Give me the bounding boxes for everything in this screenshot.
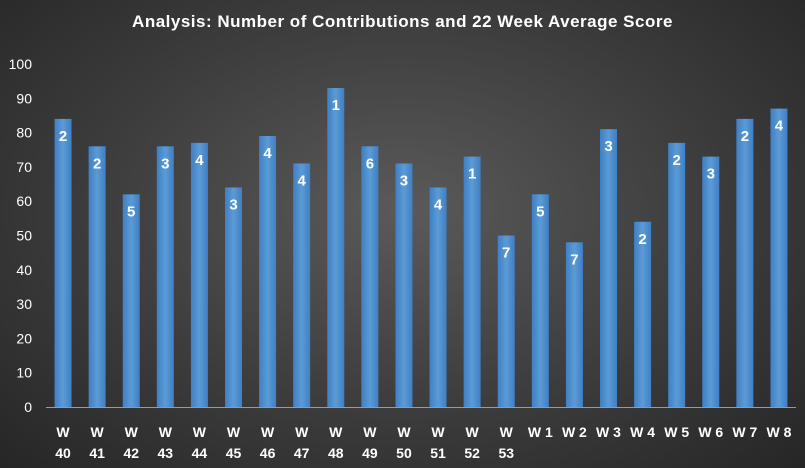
bar [497,235,515,407]
data-label: 4 [775,118,784,135]
x-tick-label: W 8 [767,424,792,440]
bar [361,146,379,407]
bar [531,194,549,407]
data-label: 4 [298,172,307,189]
x-tick-label: W 1 [528,424,553,440]
data-label: 5 [536,203,544,220]
data-label: 4 [263,145,272,162]
x-tick-label: 50 [396,445,412,461]
y-tick-label: 50 [16,228,32,244]
y-tick-label: 70 [16,159,32,175]
bar [293,163,311,407]
x-tick-label: W [193,424,207,440]
x-tick-label: W [329,424,343,440]
y-tick-label: 0 [24,399,32,415]
x-tick-label: 52 [464,445,480,461]
x-tick-label: 46 [260,445,276,461]
bar [463,156,481,407]
data-label: 4 [195,152,204,169]
data-label: 2 [638,231,646,248]
x-tick-label: 41 [89,445,105,461]
x-tick-label: W [227,424,241,440]
data-label: 3 [161,155,169,172]
bar [122,194,140,407]
x-tick-label: W [466,424,480,440]
y-tick-label: 20 [16,330,32,346]
bar [702,156,720,407]
x-tick-label: 45 [226,445,242,461]
x-tick-label: 42 [123,445,139,461]
x-tick-label: W [431,424,445,440]
x-tick-label: W [91,424,105,440]
data-label: 5 [127,203,135,220]
y-tick-label: 40 [16,262,32,278]
x-tick-label: W [261,424,275,440]
data-label: 3 [229,196,237,213]
x-tick-label: W 7 [732,424,757,440]
y-tick-label: 80 [16,125,32,141]
data-label: 4 [434,196,443,213]
bar [395,163,413,407]
bar [225,187,242,407]
bar [429,187,447,407]
data-label: 1 [332,97,340,114]
x-tick-label: W 6 [698,424,723,440]
bar [634,221,652,407]
data-label: 3 [604,138,612,155]
x-tick-label: W 2 [562,424,587,440]
x-tick-label: W [397,424,411,440]
x-tick-label: 43 [158,445,174,461]
x-tick-label: 53 [498,445,514,461]
bar [54,118,72,407]
chart-title: Analysis: Number of Contributions and 22… [132,12,673,31]
bar [565,242,583,407]
x-tick-label: W 3 [596,424,621,440]
x-tick-label: 48 [328,445,344,461]
x-tick-label: 49 [362,445,378,461]
x-tick-label: W [56,424,70,440]
x-tick-label: W [500,424,514,440]
bar [259,136,277,407]
bar [736,118,754,407]
x-tick-label: W 4 [630,424,655,440]
bar [668,142,686,407]
x-tick-label: W [295,424,309,440]
data-label: 2 [59,128,67,145]
x-tick-label: 51 [430,445,446,461]
x-tick-label: W [159,424,173,440]
y-tick-label: 10 [16,365,32,381]
y-tick-label: 90 [16,90,32,106]
data-label: 3 [400,172,408,189]
y-tick-label: 100 [9,56,33,72]
bar [190,142,208,407]
bar [327,88,345,407]
x-tick-label: 47 [294,445,310,461]
data-label: 2 [673,152,681,169]
y-tick-label: 30 [16,296,32,312]
x-tick-label: W [363,424,377,440]
bar [770,108,788,407]
data-label: 1 [468,166,476,183]
y-tick-label: 60 [16,193,32,209]
bar [88,146,106,407]
x-tick-label: 44 [192,445,208,461]
x-tick-label: W 5 [664,424,689,440]
data-label: 3 [707,166,715,183]
x-tick-label: W [125,424,139,440]
bar [156,146,174,407]
data-label: 7 [502,245,510,262]
data-label: 2 [93,155,101,172]
x-tick-label: 40 [55,445,71,461]
data-label: 6 [366,155,374,172]
data-label: 7 [570,251,578,268]
bar [600,129,617,408]
data-label: 2 [741,128,749,145]
